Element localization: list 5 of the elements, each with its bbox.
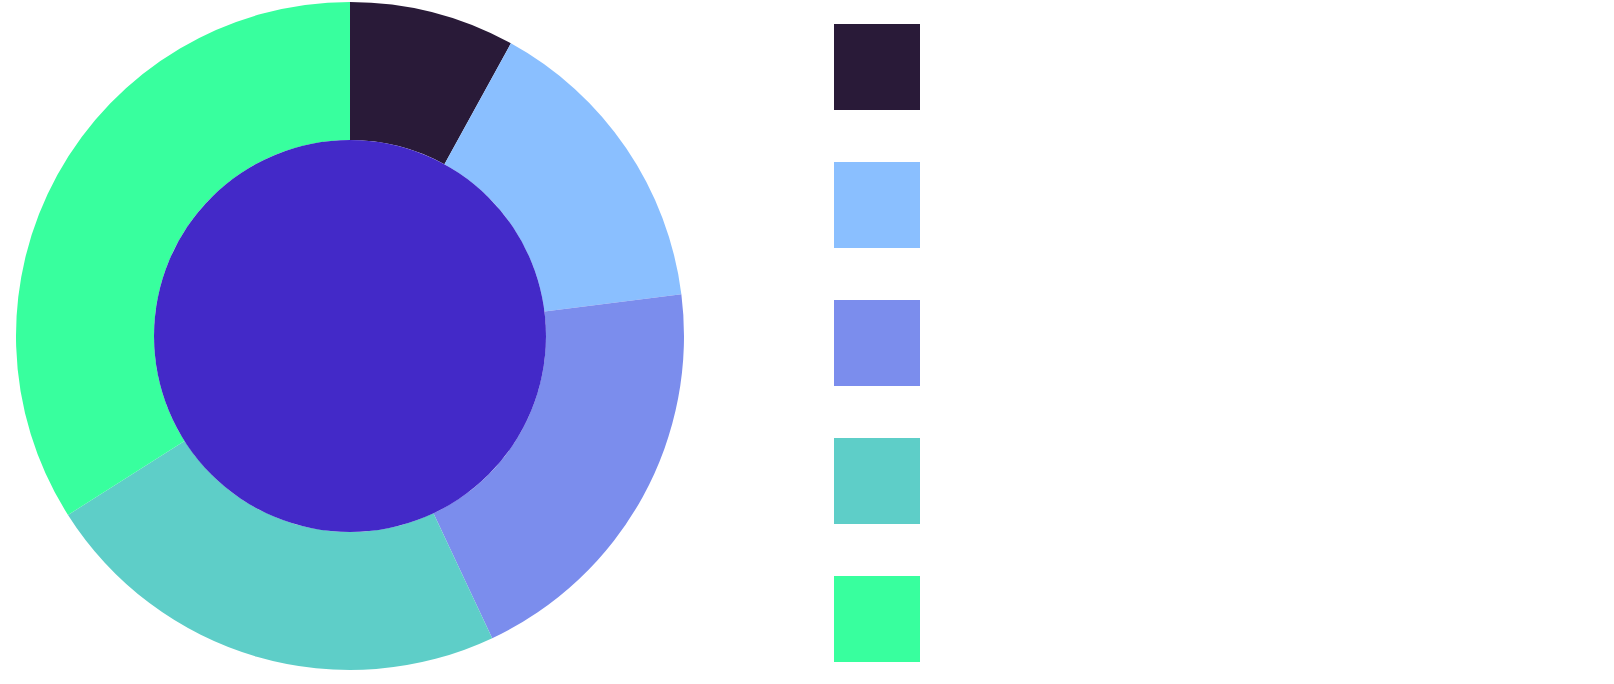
donut-slice (16, 2, 350, 515)
donut-slice (433, 294, 684, 639)
donut-slice (350, 2, 511, 165)
donut-slice (67, 441, 493, 670)
donut-slice (444, 43, 682, 312)
